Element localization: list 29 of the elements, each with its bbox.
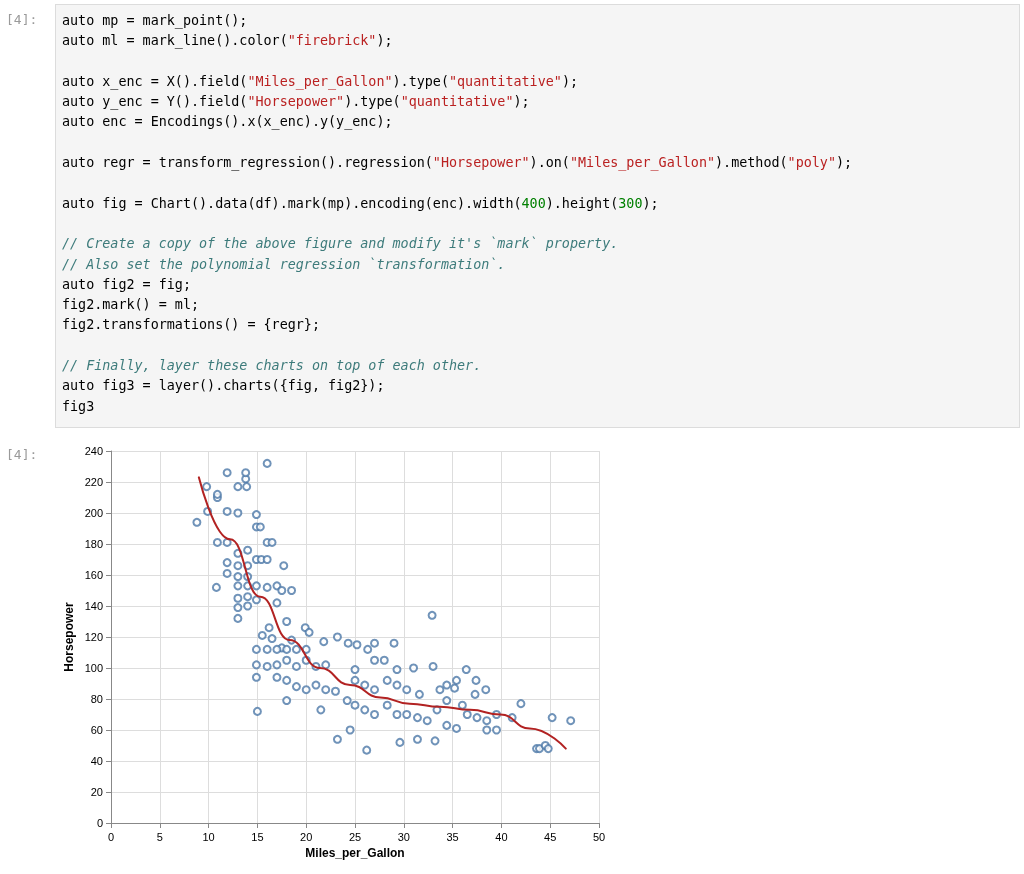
y-axis-title: Horsepower [62, 602, 76, 672]
x-tick-label: 30 [397, 830, 410, 843]
x-tick-label: 50 [592, 830, 606, 843]
x-tick-label: 45 [544, 830, 557, 843]
y-tick-label: 160 [84, 569, 103, 581]
x-tick-label: 35 [446, 830, 459, 843]
x-tick-label: 15 [251, 830, 264, 843]
y-tick-label: 120 [84, 631, 103, 643]
x-tick-label: 5 [156, 830, 163, 843]
y-tick-label: 220 [84, 476, 103, 488]
x-tick-label: 10 [202, 830, 215, 843]
y-tick-label: 200 [84, 507, 103, 519]
x-tick-label: 20 [300, 830, 313, 843]
y-tick-label: 100 [84, 662, 103, 674]
y-tick-label: 140 [84, 600, 103, 612]
text: auto mp = mark_point(); auto ml = mark_line().color("firebrick"); auto x_enc = X().field("Miles_per_Gallon").type("quantitative"); auto y_enc = Y().field("Horsepower").type("quantitative"); auto enc = Encodings().x(x_enc).y(y_enc); auto regr = transform_regression().regression("Horsepower").on("Miles_per_Gallon").method("poly"); auto fig = Chart().data(df).mark(mp).encoding(enc).width(400).height(300); // Create a copy of the above figure and modify it's `mark` property. // Also set the polynomial regression `transformation`. auto fig2 = fig; fig2.mark() = ml; fig2.transformations() = {regr}; // Finally, layer these charts on top of each other. auto fig3 = layer().charts({fig, fig2}); fig3 [62, 13, 853, 414]
x-axis-title: Miles_per_Gallon [305, 846, 405, 860]
y-tick-label: 240 [84, 445, 103, 457]
y-tick-label: 20 [90, 786, 103, 798]
x-tick-label: 40 [495, 830, 508, 843]
y-tick-label: 80 [90, 693, 103, 705]
x-tick-label: 25 [348, 830, 362, 843]
y-tick-label: 180 [84, 538, 103, 550]
y-tick-label: 60 [90, 724, 103, 736]
y-tick-label: 0 [96, 817, 103, 829]
text: [4]: [6, 447, 38, 462]
y-tick-label: 40 [90, 755, 103, 767]
text: [4]: [6, 12, 38, 27]
x-tick-label: 0 [107, 830, 115, 843]
